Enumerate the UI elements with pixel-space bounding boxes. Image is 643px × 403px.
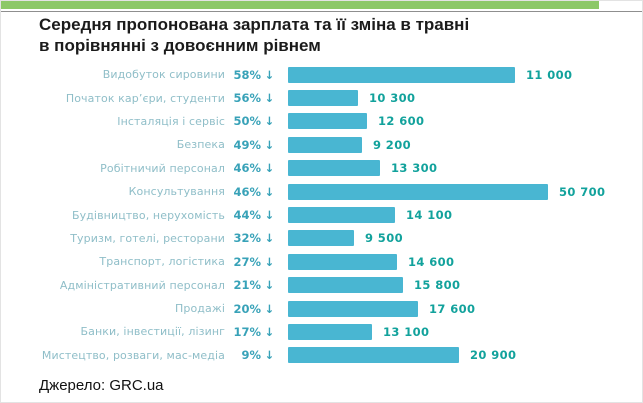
down-arrow-icon: ↓ bbox=[264, 278, 275, 293]
category-label: Початок карʼєри, студенти bbox=[65, 91, 225, 105]
chart-title: Середня пропонована зарплата та її зміна… bbox=[39, 14, 469, 56]
chart-row: Безпека 49% ↓ 9 200 bbox=[1, 133, 642, 156]
bar bbox=[288, 207, 395, 224]
source-note: Джерело: GRC.ua bbox=[39, 377, 164, 394]
value-label: 10 300 bbox=[369, 91, 416, 106]
percent-change-label: 46% bbox=[233, 161, 261, 176]
down-arrow-icon: ↓ bbox=[264, 254, 275, 269]
value-label: 13 300 bbox=[391, 161, 438, 176]
category-label: Продажі bbox=[175, 302, 225, 316]
bar bbox=[288, 300, 418, 317]
divider-line bbox=[1, 11, 642, 12]
chart-row: Продажі 20% ↓ 17 600 bbox=[1, 297, 642, 320]
percent-change-label: 44% bbox=[233, 208, 261, 223]
down-arrow-icon: ↓ bbox=[264, 208, 275, 223]
bar-chart: Видобуток сировини 58% ↓ 11 000 Початок … bbox=[1, 63, 642, 367]
value-label: 50 700 bbox=[559, 184, 606, 199]
down-arrow-icon: ↓ bbox=[264, 67, 275, 82]
value-label: 13 100 bbox=[383, 324, 430, 339]
category-label: Туризм, готелі, ресторани bbox=[70, 231, 225, 245]
percent-change-label: 56% bbox=[233, 91, 261, 106]
chart-row: Банки, інвестиції, лізинг 17% ↓ 13 100 bbox=[1, 320, 642, 343]
bar bbox=[288, 66, 515, 83]
percent-change-label: 32% bbox=[233, 231, 261, 246]
bar bbox=[288, 323, 372, 340]
value-label: 11 000 bbox=[526, 67, 573, 82]
down-arrow-icon: ↓ bbox=[264, 91, 275, 106]
percent-change-label: 27% bbox=[233, 254, 261, 269]
chart-title-line2: в порівнянні з довоєнним рівнем bbox=[39, 36, 321, 55]
bar bbox=[288, 160, 380, 177]
value-label: 9 200 bbox=[373, 137, 412, 152]
category-label: Консультування bbox=[128, 185, 225, 199]
category-label: Мистецтво, розваги, мас-медіа bbox=[41, 348, 225, 362]
chart-row: Видобуток сировини 58% ↓ 11 000 bbox=[1, 63, 642, 86]
percent-change-label: 49% bbox=[233, 137, 261, 152]
bar bbox=[288, 277, 403, 294]
chart-row: Інсталяція і сервіс 50% ↓ 12 600 bbox=[1, 110, 642, 133]
down-arrow-icon: ↓ bbox=[264, 324, 275, 339]
chart-row: Туризм, готелі, ресторани 32% ↓ 9 500 bbox=[1, 227, 642, 250]
percent-change-label: 50% bbox=[233, 114, 261, 129]
value-label: 20 900 bbox=[470, 348, 517, 363]
chart-row: Транспорт, логістика 27% ↓ 14 600 bbox=[1, 250, 642, 273]
down-arrow-icon: ↓ bbox=[264, 184, 275, 199]
chart-row: Початок карʼєри, студенти 56% ↓ 10 300 bbox=[1, 86, 642, 109]
chart-row: Адміністративний персонал 21% ↓ 15 800 bbox=[1, 274, 642, 297]
category-label: Робітничий персонал bbox=[100, 161, 225, 175]
percent-change-label: 20% bbox=[233, 301, 261, 316]
category-label: Інсталяція і сервіс bbox=[117, 114, 225, 128]
bar bbox=[288, 347, 459, 364]
category-label: Транспорт, логістика bbox=[99, 255, 225, 269]
value-label: 14 600 bbox=[408, 254, 455, 269]
category-label: Будівництво, нерухомість bbox=[71, 208, 225, 222]
chart-row: Робітничий персонал 46% ↓ 13 300 bbox=[1, 157, 642, 180]
bar bbox=[288, 183, 548, 200]
down-arrow-icon: ↓ bbox=[264, 301, 275, 316]
down-arrow-icon: ↓ bbox=[264, 348, 275, 363]
percent-change-label: 46% bbox=[233, 184, 261, 199]
top-accent-bar bbox=[1, 1, 599, 9]
bar bbox=[288, 90, 358, 107]
category-label: Безпека bbox=[176, 138, 225, 152]
down-arrow-icon: ↓ bbox=[264, 161, 275, 176]
down-arrow-icon: ↓ bbox=[264, 114, 275, 129]
value-label: 15 800 bbox=[414, 278, 461, 293]
chart-row: Мистецтво, розваги, мас-медіа 9% ↓ 20 90… bbox=[1, 344, 642, 367]
category-label: Банки, інвестиції, лізинг bbox=[80, 325, 225, 339]
down-arrow-icon: ↓ bbox=[264, 231, 275, 246]
value-label: 17 600 bbox=[429, 301, 476, 316]
value-label: 12 600 bbox=[378, 114, 425, 129]
bar bbox=[288, 230, 354, 247]
value-label: 9 500 bbox=[365, 231, 404, 246]
percent-change-label: 21% bbox=[233, 278, 261, 293]
chart-row: Консультування 46% ↓ 50 700 bbox=[1, 180, 642, 203]
bar bbox=[288, 253, 397, 270]
value-label: 14 100 bbox=[406, 208, 453, 223]
bar bbox=[288, 136, 362, 153]
chart-row: Будівництво, нерухомість 44% ↓ 14 100 bbox=[1, 203, 642, 226]
percent-change-label: 17% bbox=[233, 324, 261, 339]
down-arrow-icon: ↓ bbox=[264, 137, 275, 152]
category-label: Видобуток сировини bbox=[102, 68, 225, 82]
category-label: Адміністративний персонал bbox=[59, 278, 225, 292]
percent-change-label: 9% bbox=[241, 348, 261, 363]
bar bbox=[288, 113, 367, 130]
chart-title-line1: Середня пропонована зарплата та її зміна… bbox=[39, 15, 470, 34]
percent-change-label: 58% bbox=[233, 67, 261, 82]
